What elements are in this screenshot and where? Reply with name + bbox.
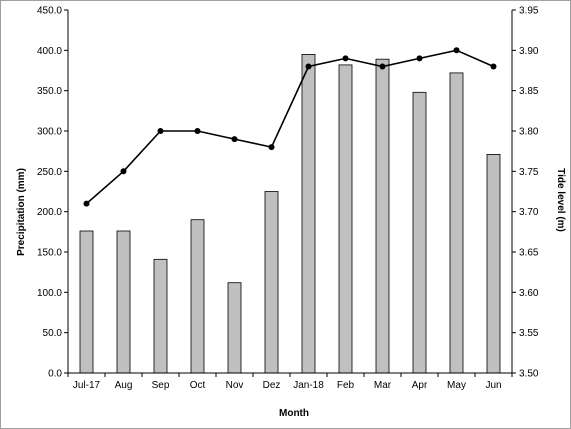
precipitation-bar — [190, 219, 205, 374]
left-tick-label: 450.0 — [37, 6, 62, 17]
left-tick-label: 100.0 — [37, 288, 62, 299]
left-tick-label: 300.0 — [37, 127, 62, 138]
x-tick-label: Apr — [412, 380, 428, 391]
precipitation-bar — [264, 191, 279, 374]
x-tick-label: May — [447, 380, 466, 391]
tide-level-point — [231, 136, 238, 143]
x-tick-label: Feb — [337, 380, 355, 391]
precipitation-bar — [227, 282, 242, 374]
x-tick-label: Oct — [190, 380, 206, 391]
x-tick-label: Sep — [152, 380, 170, 391]
tide-level-point — [194, 128, 201, 134]
precipitation-bar — [79, 230, 94, 374]
precipitation-bar — [412, 91, 427, 374]
right-tick-label: 3.60 — [519, 288, 539, 299]
right-tick-label: 3.55 — [519, 328, 539, 339]
tick-labels: 0.0 50.0 100.0 150.0 200.0 250.0 300.0 350.0 400… — [37, 6, 539, 392]
x-tick-label: Mar — [374, 380, 392, 391]
right-tick-label: 3.80 — [519, 127, 539, 138]
tide-level-point — [268, 144, 275, 151]
tide-level-point — [120, 168, 127, 175]
tide-level-point — [379, 63, 386, 70]
right-tick-label: 3.70 — [519, 207, 539, 218]
x-tick-label: Aug — [115, 380, 133, 391]
right-tick-label: 3.85 — [519, 86, 539, 97]
precipitation-bar — [375, 58, 390, 374]
precipitation-bar — [301, 54, 316, 374]
left-tick-label: 150.0 — [37, 248, 62, 259]
tide-level-point — [453, 47, 460, 54]
right-tick-label: 3.50 — [519, 369, 539, 380]
left-tick-label: 200.0 — [37, 207, 62, 218]
tide-level-point — [83, 200, 90, 207]
x-tick-label: Jul-17 — [73, 380, 101, 391]
precipitation-bar — [338, 64, 353, 374]
precipitation-bar — [116, 230, 131, 374]
x-tick-label: Nov — [226, 380, 244, 391]
precipitation-bar — [153, 258, 168, 374]
axes — [64, 9, 516, 377]
left-tick-label: 0.0 — [48, 369, 62, 380]
left-tick-label: 250.0 — [37, 167, 62, 178]
precipitation-bar — [486, 153, 501, 374]
precipitation-bars — [79, 54, 501, 374]
right-tick-label: 3.75 — [519, 167, 539, 178]
right-tick-label: 3.95 — [519, 6, 539, 17]
tide-level-point — [490, 63, 497, 70]
x-tick-label: Jun — [485, 380, 501, 391]
tide-level-line — [85, 49, 494, 205]
left-tick-label: 400.0 — [37, 46, 62, 57]
left-tick-label: 350.0 — [37, 86, 62, 97]
tide-level-point — [157, 128, 164, 134]
x-tick-label: Jan-18 — [293, 380, 324, 391]
tide-level-point — [416, 55, 423, 62]
precipitation-bar — [449, 72, 464, 374]
y-axis-title: Precipitation (mm) — [16, 168, 27, 256]
tide-level-point — [342, 55, 349, 62]
right-tick-label: 3.65 — [519, 248, 539, 259]
x-tick-label: Dez — [263, 380, 281, 391]
right-tick-label: 3.90 — [519, 46, 539, 57]
y2-axis-title: Tide level (m) — [555, 168, 566, 232]
tide-level-point — [305, 63, 312, 70]
tide-level-series — [83, 47, 497, 207]
x-axis-title: Month — [279, 408, 309, 419]
left-tick-label: 50.0 — [43, 328, 63, 339]
